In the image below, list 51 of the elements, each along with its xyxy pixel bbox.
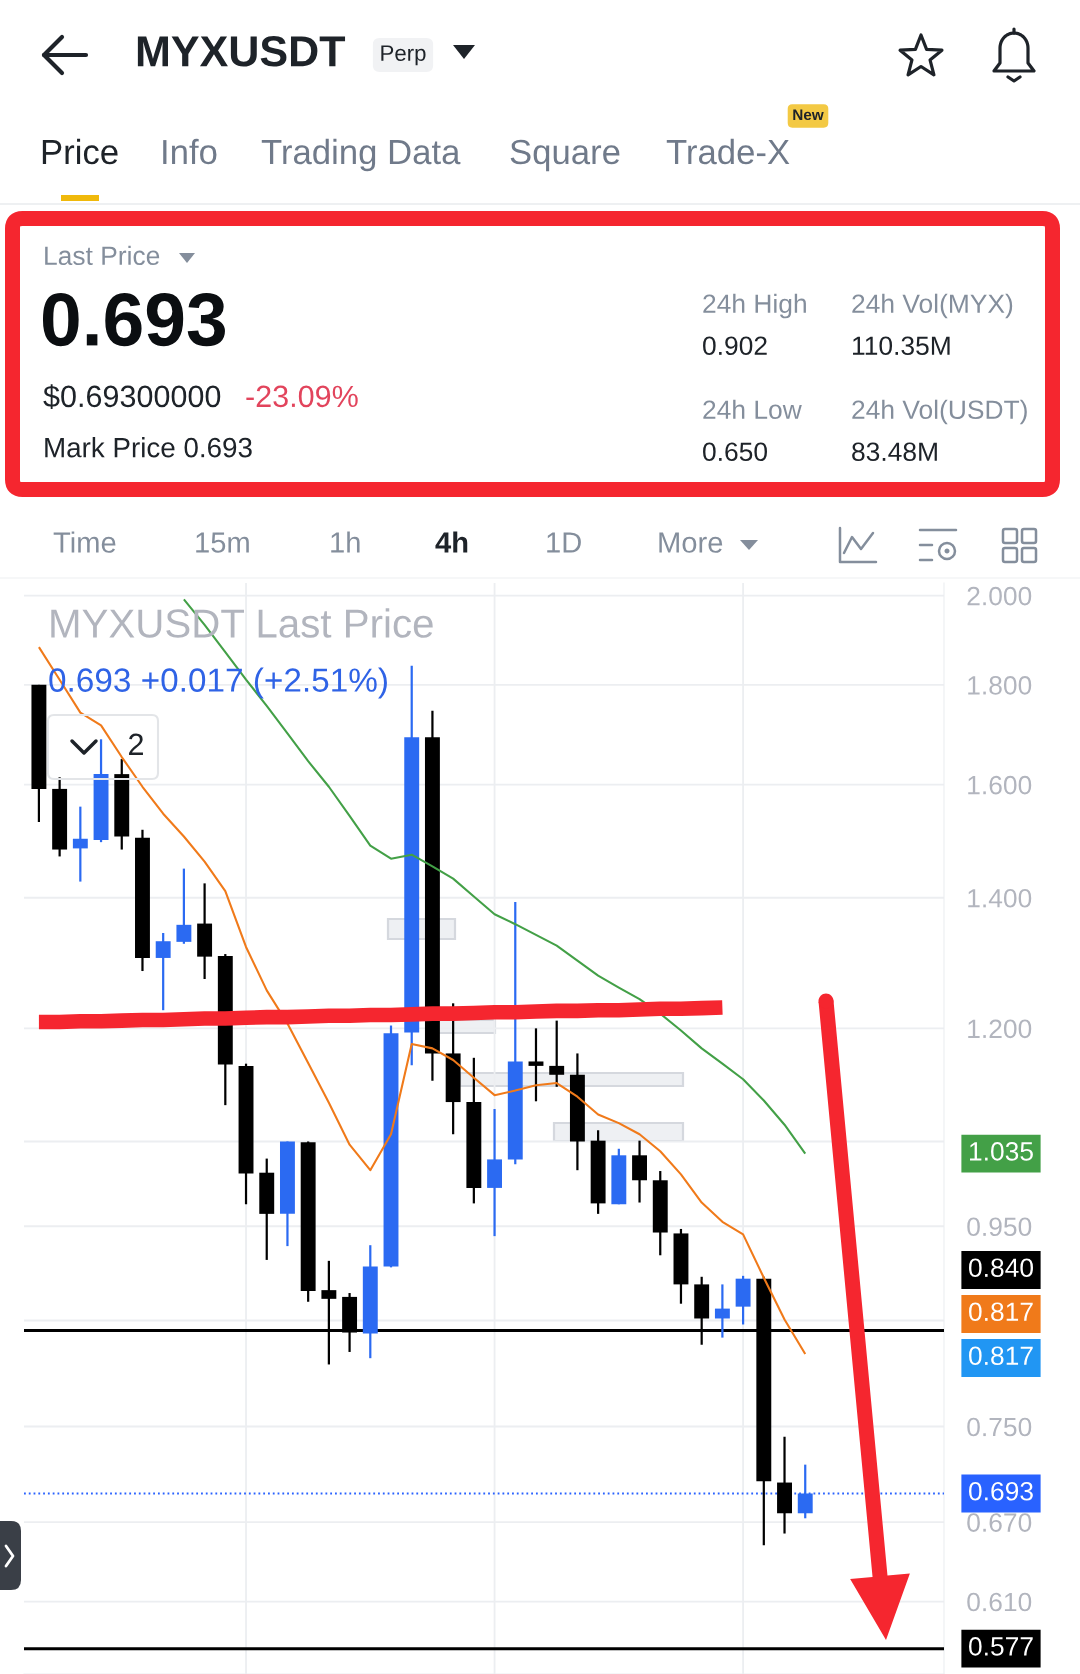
- text: 110.35M: [853, 336, 950, 356]
- text: 0.693: [42, 293, 225, 347]
- text: 15m: [196, 532, 249, 553]
- text: Trade-X: [666, 138, 790, 165]
- text: 0.817: [969, 1346, 1033, 1366]
- text: 1h: [331, 531, 360, 553]
- y-tick-label: 0.670: [967, 1513, 1032, 1532]
- y-tick-label: 0.610: [967, 1592, 1032, 1612]
- text: 0.817: [969, 1302, 1033, 1322]
- text: -23.09%: [246, 385, 358, 408]
- text: 83.48M: [852, 442, 937, 462]
- text: 24h Vol(MYX): [852, 293, 1013, 319]
- y-tick-label: 0.950: [967, 1217, 1032, 1237]
- text: MYXUSDT: [137, 36, 346, 67]
- y-tick-label: 1.600: [968, 775, 1032, 795]
- text: $0.69300000: [43, 384, 221, 410]
- y-tick-label: 2.000: [967, 586, 1032, 606]
- candlestick: [176, 867, 192, 945]
- text: New: [793, 109, 824, 121]
- text: 1.035: [970, 1142, 1033, 1161]
- y-tick-label: 1.800: [968, 676, 1032, 695]
- annotation: 2: [129, 733, 143, 755]
- candlestick: [528, 1027, 544, 1103]
- candlestick: [155, 931, 171, 1012]
- text: Price: [42, 138, 118, 165]
- text: 4h: [435, 531, 468, 553]
- candlestick: [549, 1019, 565, 1088]
- ref-line-label: 0.693: [969, 1481, 1033, 1501]
- y-tick-label: 1.400: [968, 888, 1032, 908]
- text: More: [659, 532, 723, 553]
- y-tick-label: 0.750: [967, 1417, 1032, 1437]
- text: Perp: [381, 45, 426, 66]
- line-series: [37, 646, 807, 1356]
- text: Square: [510, 139, 620, 172]
- y-tick-label: 1.200: [968, 1019, 1032, 1039]
- candlestick: [714, 1283, 730, 1339]
- ref-line-label: 0.577: [969, 1637, 1033, 1656]
- text: Last Price: [45, 245, 160, 266]
- ref-line-label: 0.840: [969, 1258, 1033, 1278]
- candlestick: [72, 805, 88, 883]
- text: 1D: [547, 532, 581, 553]
- text: 0.902: [703, 336, 767, 356]
- text: Info: [163, 138, 217, 165]
- text: 24h Vol(USDT): [852, 399, 1027, 425]
- text: 24h High: [703, 293, 806, 319]
- text: Time: [53, 531, 116, 553]
- text: Trading Data: [261, 138, 461, 172]
- candlestick: [797, 1463, 813, 1520]
- text: Mark Price 0.693: [45, 437, 252, 458]
- text: 24h Low: [703, 399, 802, 420]
- text: 0.650: [703, 442, 767, 462]
